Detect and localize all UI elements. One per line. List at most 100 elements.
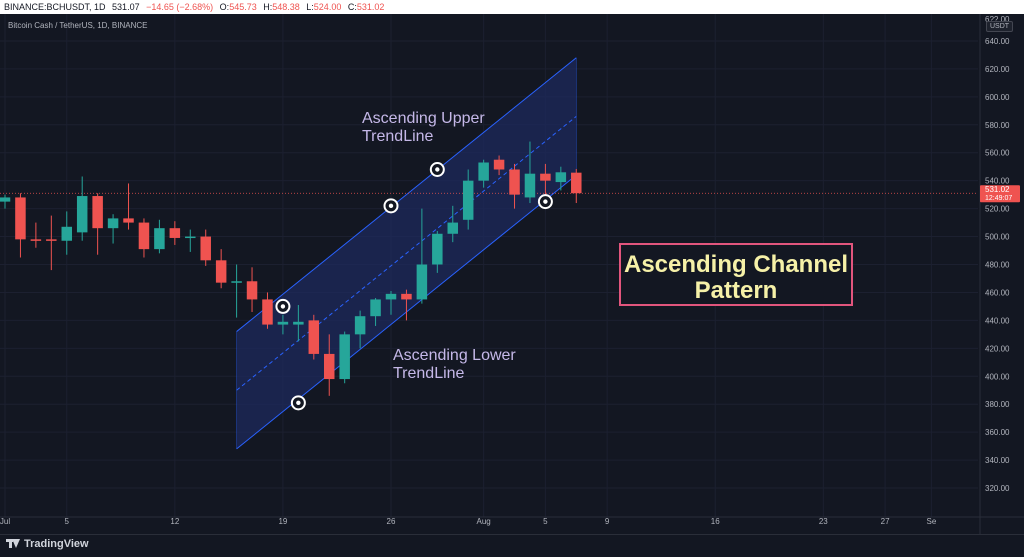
candle-up[interactable]: [370, 299, 381, 317]
candle-up[interactable]: [61, 226, 73, 241]
bar-countdown-label: 12:49:07: [985, 195, 1012, 202]
lower-trendline-label: Ascending Lower: [393, 347, 516, 364]
candle-down[interactable]: [92, 196, 103, 229]
y-tick-label: 460.00: [985, 288, 1010, 297]
high-label: H:: [263, 2, 273, 12]
candle-up[interactable]: [154, 228, 165, 250]
candle-up[interactable]: [416, 264, 428, 300]
candle-up[interactable]: [478, 162, 489, 181]
candle-up[interactable]: [524, 173, 536, 198]
candle-down[interactable]: [46, 239, 57, 241]
x-tick-label: 26: [387, 517, 396, 526]
low-label: L:: [306, 2, 314, 12]
candle-down[interactable]: [200, 236, 211, 261]
y-tick-label: 620.00: [985, 65, 1010, 74]
chart-symbol-title: Bitcoin Cash / TetherUS, 1D, BINANCE: [8, 21, 148, 30]
candle-up[interactable]: [432, 233, 443, 265]
y-tick-label: 380.00: [985, 400, 1010, 409]
high-value: 548.38: [272, 2, 300, 12]
candle-down[interactable]: [215, 260, 227, 283]
candle-down[interactable]: [509, 169, 520, 195]
candle-up[interactable]: [555, 172, 567, 183]
candle-down[interactable]: [30, 239, 42, 241]
candle-down[interactable]: [262, 299, 273, 325]
candle-up[interactable]: [339, 334, 350, 380]
candle-down[interactable]: [571, 172, 582, 194]
candle-up[interactable]: [0, 197, 11, 202]
x-tick-label: Se: [927, 517, 937, 526]
x-tick-label: 12: [170, 517, 179, 526]
current-price-badge: [980, 185, 1020, 203]
x-tick-label: 5: [65, 517, 70, 526]
y-tick-label: 640.00: [985, 37, 1010, 46]
x-tick-label: 9: [605, 517, 610, 526]
y-tick-label: 560.00: [985, 149, 1010, 158]
candle-up[interactable]: [277, 321, 289, 325]
channel-midline: [236, 116, 577, 391]
y-tick-label: 340.00: [985, 456, 1010, 465]
x-tick-label: 16: [711, 517, 720, 526]
price-chart[interactable]: 320.00 340.00 360.00 380.00 400.00 420.00 440.…: [0, 14, 1024, 534]
x-tick-label: Aug: [477, 517, 491, 526]
y-tick-label: 360.00: [985, 428, 1010, 437]
candle-down[interactable]: [540, 173, 551, 181]
candle-up[interactable]: [293, 321, 304, 325]
touch-point-dot: [296, 400, 301, 406]
current-price-label: 531.02: [985, 185, 1010, 194]
candle-up[interactable]: [447, 222, 459, 234]
x-tick-label: 23: [819, 517, 828, 526]
lower-trendline-label: TrendLine: [393, 365, 465, 382]
y-tick-label: 540.00: [985, 177, 1010, 186]
tradingview-logo[interactable]: TradingView: [6, 538, 89, 550]
y-tick-label: 600.00: [985, 93, 1010, 102]
y-tick-label: 400.00: [985, 372, 1010, 381]
x-tick-label: Jul: [0, 517, 10, 526]
y-tick-label: 480.00: [985, 261, 1010, 270]
candle-up[interactable]: [185, 236, 196, 239]
candle-down[interactable]: [123, 218, 134, 223]
candle-up[interactable]: [231, 281, 242, 283]
y-tick-label: 580.00: [985, 121, 1010, 130]
candle-up[interactable]: [354, 316, 366, 335]
footer-bar: [0, 534, 1024, 557]
close-value: 531.02: [356, 2, 385, 12]
pattern-title: Ascending Channel: [624, 251, 848, 278]
x-tick-label: 27: [881, 517, 890, 526]
candle-down[interactable]: [401, 293, 412, 300]
candle-down[interactable]: [493, 159, 505, 170]
candle-up[interactable]: [107, 218, 119, 229]
y-tick-label: 320.00: [985, 484, 1010, 493]
candle-down[interactable]: [323, 353, 335, 380]
upper-trendline[interactable]: [236, 57, 577, 332]
open-value: 545.73: [229, 2, 257, 12]
candle-up[interactable]: [462, 180, 474, 220]
currency-tag[interactable]: USDT: [986, 21, 1014, 32]
symbol-name[interactable]: BINANCE:BCHUSDT, 1D: [4, 2, 106, 12]
candle-down[interactable]: [308, 320, 320, 354]
candle-down[interactable]: [169, 228, 181, 238]
pattern-label-box[interactable]: [619, 243, 853, 306]
x-tick-label: 19: [278, 517, 287, 526]
brand-name: TradingView: [24, 538, 89, 550]
touch-point-dot: [435, 167, 440, 172]
candle-down[interactable]: [246, 281, 258, 300]
y-tick-label: 440.00: [985, 316, 1010, 325]
upper-trendline-label: Ascending Upper: [362, 110, 485, 127]
symbol-info-bar: BINANCE:BCHUSDT, 1D 531.07 −14.65 (−2.68…: [0, 0, 1024, 14]
candle-down[interactable]: [15, 197, 26, 240]
price-change: −14.65 (−2.68%): [146, 2, 214, 12]
candle-down[interactable]: [138, 222, 150, 250]
touch-point-dot: [543, 199, 548, 204]
y-tick-label: 6??.00: [985, 15, 1010, 24]
y-tick-label: 500.00: [985, 233, 1010, 242]
candle-up[interactable]: [76, 196, 88, 233]
last-price: 531.07: [112, 2, 140, 12]
close-label: C:: [347, 2, 357, 12]
touch-point-dot: [388, 203, 394, 209]
low-value: 524.00: [313, 2, 342, 12]
pattern-title: Pattern: [695, 277, 778, 304]
y-tick-label: 420.00: [985, 344, 1010, 353]
candle-up[interactable]: [385, 293, 397, 300]
y-tick-label: 520.00: [985, 205, 1010, 214]
x-tick-label: 5: [543, 517, 548, 526]
